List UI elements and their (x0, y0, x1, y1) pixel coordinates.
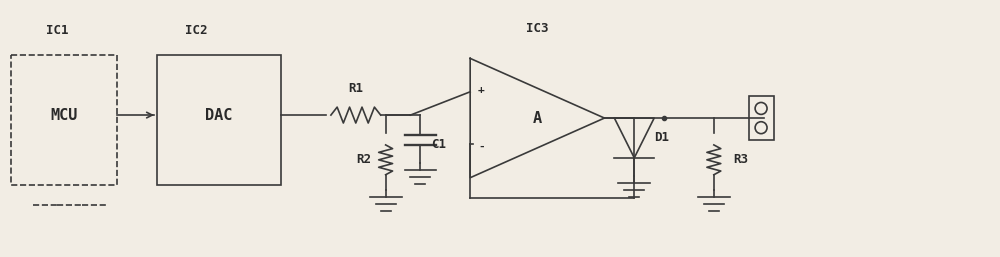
Bar (157, 56, 281, 185)
Text: IC3: IC3 (526, 22, 549, 35)
Text: -: - (478, 141, 485, 151)
Text: +: + (478, 85, 485, 95)
Text: R3: R3 (734, 153, 749, 166)
Bar (11, 56, 117, 185)
Text: A: A (533, 111, 542, 126)
Bar (749, 96, 774, 140)
Text: D1: D1 (654, 131, 669, 144)
Text: C1: C1 (431, 139, 446, 151)
Text: MCU: MCU (51, 108, 78, 123)
Text: IC2: IC2 (185, 24, 208, 37)
Text: R1: R1 (348, 82, 363, 95)
Text: IC1: IC1 (46, 24, 69, 37)
Text: DAC: DAC (205, 108, 233, 123)
Text: R2: R2 (356, 153, 371, 166)
